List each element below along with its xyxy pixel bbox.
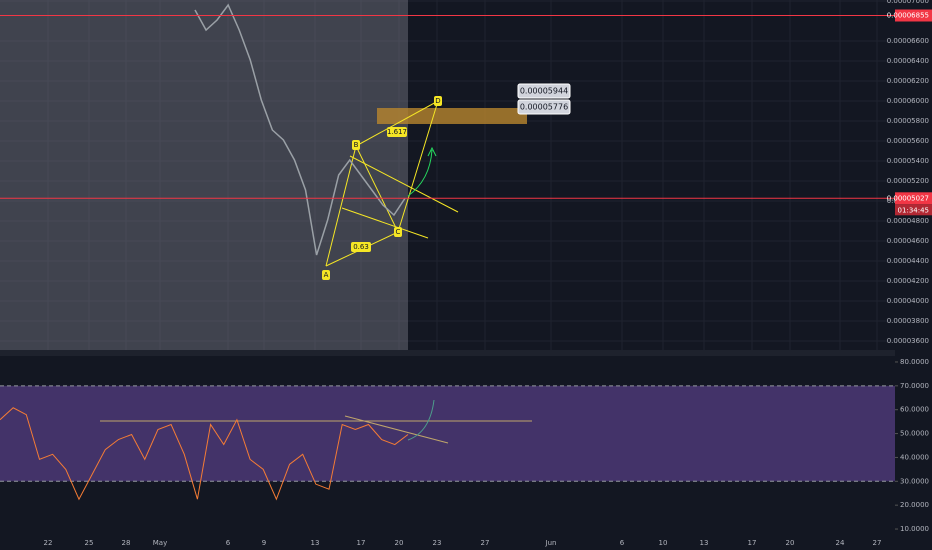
y-tick-label: 0.00003600 — [887, 337, 929, 345]
rsi-arrow — [407, 399, 435, 441]
y-tick-label: 0.00006000 — [887, 97, 929, 105]
callout-box — [517, 83, 571, 99]
y-tick-label: 0.00005800 — [887, 117, 929, 125]
y-tick-label: 0.00005200 — [887, 177, 929, 185]
x-tick-label: 10 — [659, 539, 668, 547]
pattern-point: C — [396, 228, 401, 236]
x-tick-label: 27 — [873, 539, 882, 547]
y-tick-label: 0.00006600 — [887, 37, 929, 45]
pattern-bd — [355, 100, 439, 147]
trendline — [341, 207, 429, 239]
countdown-bg — [895, 204, 932, 216]
pattern-point: B — [354, 141, 359, 149]
y-tick-label: 0.00004400 — [887, 257, 929, 265]
y-tick-label: 0.00004600 — [887, 237, 929, 245]
replay-shade — [0, 0, 408, 352]
ratio-bg — [351, 242, 371, 252]
arrow-head — [427, 146, 437, 157]
x-tick-label: 28 — [122, 539, 131, 547]
x-tick-label: 22 — [44, 539, 53, 547]
rsi-tick-label: 80.0000 — [900, 358, 929, 366]
price-tag — [895, 9, 932, 22]
trendline — [349, 155, 459, 213]
x-tick-label: May — [153, 539, 167, 547]
pane-divider — [0, 350, 932, 356]
y-tick-label: 0.00005600 — [887, 137, 929, 145]
y-tick-label: 0.00005400 — [887, 157, 929, 165]
callout-box — [517, 99, 571, 115]
rsi-tick-label: 20.0000 — [900, 501, 929, 509]
y-tick-label: 0.00004200 — [887, 277, 929, 285]
price-tag-label: 0.00006855 — [887, 12, 929, 20]
arrow — [407, 149, 433, 197]
pattern-legs — [325, 100, 439, 267]
y-tick-label: 0.00006400 — [887, 57, 929, 65]
rsi-tick-label: 30.0000 — [900, 477, 929, 485]
target-zone — [377, 108, 527, 124]
callout-label: 0.00005776 — [520, 103, 568, 112]
price-axis — [895, 0, 932, 550]
y-tick-label: 0.00006200 — [887, 77, 929, 85]
rsi-tick-label: 40.0000 — [900, 453, 929, 461]
rsi-trendline — [344, 415, 449, 444]
y-tick-label: 0.00003800 — [887, 317, 929, 325]
pattern-point-bg — [434, 96, 442, 106]
price-tag-label: 0.00005027 — [887, 194, 929, 202]
x-tick-label: 20 — [395, 539, 404, 547]
rsi-tick-label: 10.0000 — [900, 525, 929, 533]
pattern-point: D — [435, 97, 440, 105]
y-tick-label: 0.00007000 — [887, 0, 929, 5]
y-tick-label: 0.00004000 — [887, 297, 929, 305]
price-tag — [895, 192, 932, 205]
x-tick-label: 23 — [433, 539, 442, 547]
rsi-tick-label: 70.0000 — [900, 382, 929, 390]
ratio-label: 1.617 — [387, 128, 407, 136]
x-tick-label: 6 — [620, 539, 625, 547]
pattern-point-bg — [352, 140, 360, 150]
callout-label: 0.00005944 — [520, 87, 568, 96]
rsi-tick-label: 50.0000 — [900, 430, 929, 438]
rsi-band — [0, 385, 895, 482]
ratio-bg — [387, 127, 407, 137]
y-tick-label: 0.00004800 — [887, 217, 929, 225]
pattern-point-bg — [322, 270, 330, 280]
price-line — [194, 3, 406, 256]
pattern-point-bg — [394, 227, 402, 237]
x-tick-label: 24 — [836, 539, 845, 547]
countdown: 01:34:45 — [898, 206, 929, 214]
x-tick-label: 13 — [700, 539, 709, 547]
x-tick-label: 25 — [85, 539, 94, 547]
x-tick-label: 17 — [357, 539, 366, 547]
x-tick-label: Jun — [545, 539, 557, 547]
x-tick-label: 27 — [481, 539, 490, 547]
x-tick-label: 13 — [311, 539, 320, 547]
pattern-point: A — [324, 271, 329, 279]
x-tick-label: 20 — [786, 539, 795, 547]
rsi-tick-label: 60.0000 — [900, 406, 929, 414]
x-tick-label: 6 — [226, 539, 231, 547]
ratio-label: 0.63 — [353, 243, 369, 251]
rsi-line — [0, 407, 409, 501]
x-tick-label: 17 — [748, 539, 757, 547]
x-tick-label: 9 — [262, 539, 266, 547]
